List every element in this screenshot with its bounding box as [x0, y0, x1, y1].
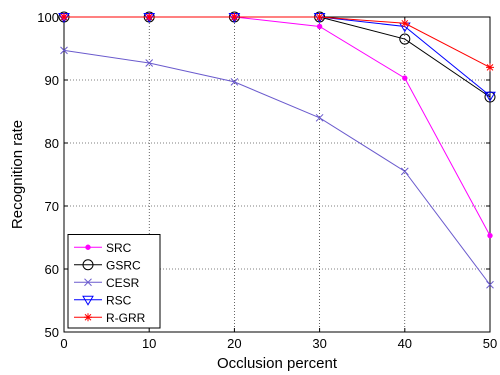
series-line — [64, 16, 491, 68]
y-tick-label: 100 — [37, 10, 59, 25]
series-r-grr — [60, 13, 494, 72]
legend-marker — [84, 313, 92, 322]
x-tick-label: 30 — [312, 336, 326, 351]
data-point — [145, 13, 154, 21]
y-tick-label: 90 — [45, 73, 59, 88]
data-point — [484, 91, 496, 102]
legend-marker — [82, 295, 94, 306]
legend-box — [67, 234, 161, 329]
y-tick-label: 70 — [45, 199, 59, 214]
data-point — [486, 280, 494, 289]
axis-ticks: 0 10 20 30 40 50 50 60 70 80 90 100 — [37, 10, 497, 351]
legend-label: RSC — [106, 293, 132, 307]
legend-marker — [85, 244, 91, 250]
data-point — [402, 75, 408, 81]
series-layer — [58, 11, 496, 289]
data-point — [230, 78, 239, 86]
x-tick-label: 20 — [227, 336, 241, 351]
y-tick-label: 80 — [45, 136, 59, 151]
data-point — [400, 167, 409, 176]
y-tick-label: 60 — [45, 262, 59, 277]
data-point — [315, 113, 324, 122]
x-tick-label: 0 — [60, 336, 67, 351]
data-point — [487, 232, 493, 239]
x-tick-label: 10 — [142, 336, 156, 351]
data-point — [60, 46, 68, 55]
grid — [64, 17, 490, 332]
x-tick-label: 40 — [398, 336, 412, 351]
legend-label: GSRC — [106, 258, 141, 272]
data-point — [315, 13, 324, 21]
legend: SRC GSRC CESR RSC R-GRR — [67, 234, 161, 329]
data-point — [145, 59, 154, 67]
legend-label: SRC — [106, 241, 132, 255]
data-point — [230, 13, 239, 21]
legend-label: R-GRR — [106, 311, 146, 325]
legend-marker — [82, 259, 94, 271]
data-point — [316, 23, 323, 30]
series-cesr — [60, 46, 494, 289]
legend-label: CESR — [106, 276, 140, 290]
y-axis-label: Recognition rate — [9, 120, 26, 229]
data-point — [60, 13, 68, 21]
x-axis-label: Occlusion percent — [217, 355, 338, 372]
data-point — [400, 19, 409, 28]
data-point — [486, 63, 494, 72]
series-line — [63, 49, 491, 286]
y-tick-label: 50 — [45, 325, 59, 340]
data-point — [399, 33, 411, 45]
x-tick-label: 50 — [483, 336, 497, 351]
legend-marker — [84, 278, 92, 287]
